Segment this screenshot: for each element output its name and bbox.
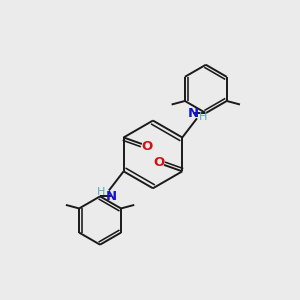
Text: N: N — [188, 106, 199, 119]
Text: O: O — [153, 156, 165, 169]
Text: O: O — [141, 140, 152, 152]
Text: H: H — [199, 112, 208, 122]
Text: H: H — [97, 187, 106, 197]
Text: N: N — [106, 190, 117, 203]
